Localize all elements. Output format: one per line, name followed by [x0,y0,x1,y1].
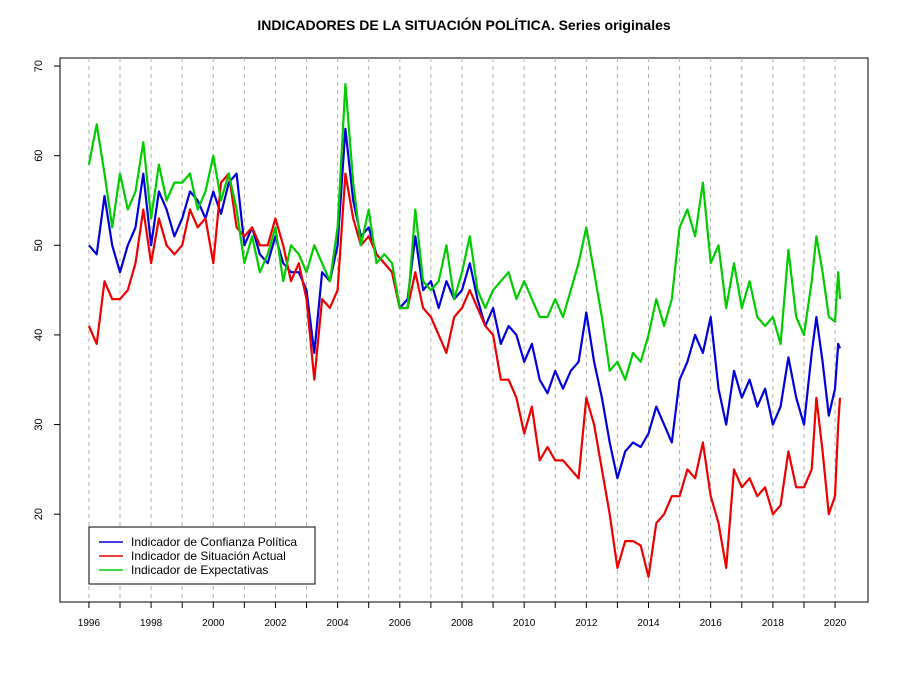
x-tick-label: 2002 [264,618,287,629]
x-tick-label: 2010 [513,618,536,629]
x-tick-label: 2014 [637,618,660,629]
x-tick-label: 1998 [140,618,163,629]
x-tick-label: 2020 [824,618,847,629]
chart-title: INDICADORES DE LA SITUACIÓN POLÍTICA. Se… [257,16,671,33]
legend-label: Indicador de Situación Actual [131,549,286,563]
x-tick-label: 2018 [762,618,785,629]
x-tick-label: 2008 [451,618,474,629]
plot-frame [59,57,869,603]
y-tick-label: 70 [33,60,45,72]
y-tick-label: 30 [33,418,45,430]
legend-label: Indicador de Confianza Política [131,535,297,549]
x-tick-label: 2000 [202,618,225,629]
y-tick-label: 50 [33,239,45,251]
x-tick-label: 2004 [326,618,349,629]
y-tick-label: 60 [33,150,45,162]
y-tick-label: 20 [33,508,45,520]
series-line [88,127,842,480]
series-line [87,82,842,381]
legend-box [88,526,316,585]
y-tick-label: 40 [33,329,45,341]
legend-label: Indicador de Expectativas [131,563,268,577]
series-line [87,172,842,578]
x-tick-label: 2006 [389,618,412,629]
x-tick-label: 1996 [78,618,101,629]
x-tick-label: 2016 [700,618,723,629]
x-tick-label: 2012 [575,618,598,629]
